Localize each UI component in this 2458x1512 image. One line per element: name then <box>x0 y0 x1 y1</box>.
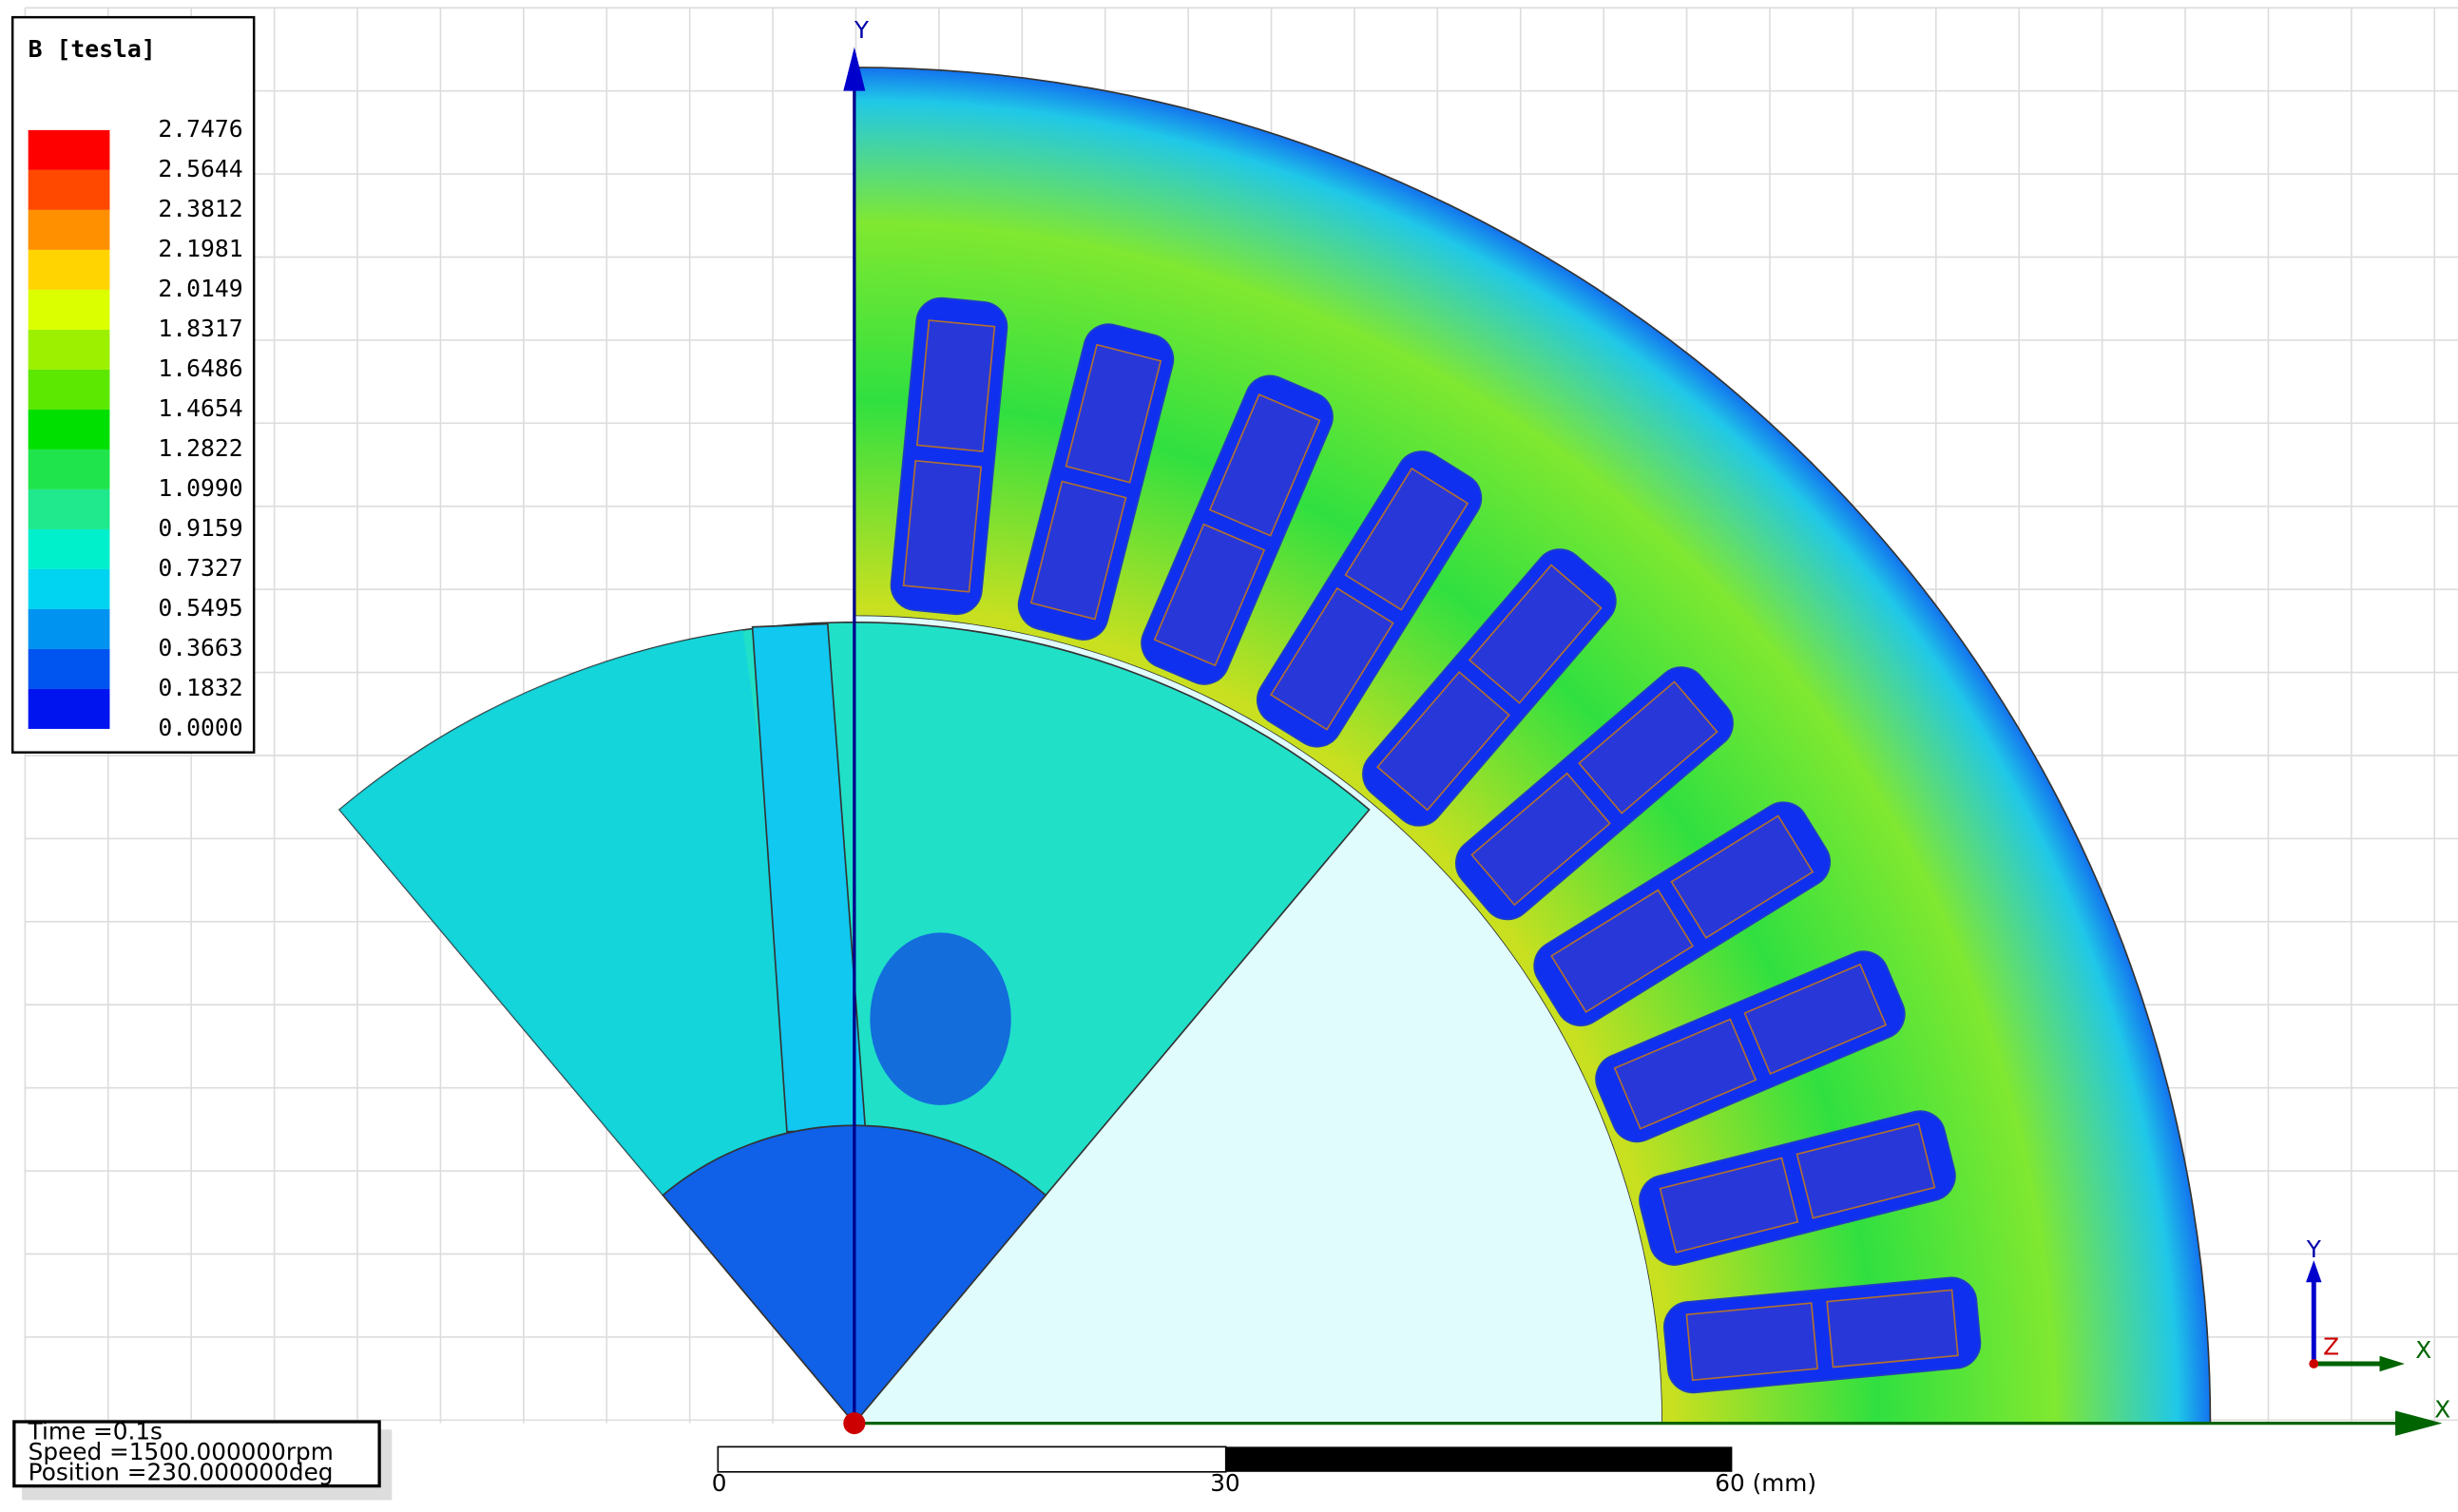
legend-swatch <box>28 488 110 529</box>
coil <box>1743 963 1888 1076</box>
x-label: X <box>2434 1395 2450 1423</box>
legend-value: 1.0990 <box>158 474 242 502</box>
slot <box>1017 323 1175 641</box>
coil <box>1670 814 1815 939</box>
coil <box>1685 1302 1819 1382</box>
coil <box>915 319 996 452</box>
legend-value: 2.5644 <box>158 155 242 182</box>
legend-value: 0.7327 <box>158 554 242 582</box>
coil <box>1659 1157 1799 1254</box>
legend-value: 1.8317 <box>158 315 242 342</box>
legend-value: 2.0149 <box>158 275 242 302</box>
legend-swatch <box>28 129 110 170</box>
legend-swatch <box>28 209 110 250</box>
scale-bar: 0 30 60 (mm) <box>712 1445 1816 1497</box>
scale-black <box>1225 1446 1733 1472</box>
slot <box>1533 801 1832 1026</box>
info-line: Position =230.000000deg <box>29 1458 334 1485</box>
slot <box>890 297 1008 616</box>
scale-white <box>717 1445 1227 1473</box>
coil <box>1826 1289 1959 1368</box>
coil <box>1550 889 1694 1013</box>
legend-title: B [tesla] <box>29 35 156 63</box>
legend-value: 0.1832 <box>158 674 242 701</box>
legend-value: 0.9159 <box>158 514 242 542</box>
legend-swatch <box>28 409 110 450</box>
triad-x-label: X <box>2415 1336 2431 1364</box>
coil <box>1470 772 1611 907</box>
slot <box>1141 374 1334 685</box>
coil <box>1344 467 1469 611</box>
info-line: Time =0.1s <box>28 1418 163 1445</box>
legend-swatch <box>28 289 110 330</box>
coil <box>1208 393 1321 537</box>
coil <box>1578 680 1719 814</box>
y-label: Y <box>854 16 870 44</box>
coil <box>1065 343 1162 484</box>
legend-swatch <box>28 568 110 609</box>
triad-y-label: Y <box>2306 1235 2322 1263</box>
legend-value: 2.3812 <box>158 195 242 222</box>
legend-swatch <box>28 169 110 210</box>
coil <box>1153 523 1266 667</box>
legend-value: 0.0000 <box>158 714 242 741</box>
coil <box>902 459 983 593</box>
slot <box>1595 950 1906 1143</box>
scale-label: 30 <box>1210 1469 1239 1497</box>
legend-swatch <box>28 648 110 689</box>
slot <box>1663 1276 1982 1394</box>
axis-triad: Y X Y X Z <box>843 16 2450 1436</box>
info-line: Speed =1500.000000rpm <box>29 1438 334 1465</box>
legend-swatch <box>28 249 110 290</box>
coil <box>1468 564 1603 704</box>
triad-y-arrow <box>2306 1260 2322 1283</box>
legend-value: 1.6486 <box>158 354 242 382</box>
legend-value: 1.4654 <box>158 394 242 422</box>
coil <box>1795 1122 1936 1219</box>
info-frame <box>12 1420 381 1488</box>
model <box>337 67 2212 1425</box>
coil <box>1269 586 1394 731</box>
scale-label: 60 (mm) <box>1715 1469 1816 1497</box>
slot <box>1454 666 1734 921</box>
legend-value: 1.2822 <box>158 434 242 462</box>
legend-value: 0.3663 <box>158 634 242 661</box>
coil <box>1029 480 1127 621</box>
coil <box>1613 1018 1757 1130</box>
slot <box>1639 1110 1956 1266</box>
slot <box>1362 548 1617 827</box>
triad-z-label: Z <box>2323 1332 2339 1360</box>
info-box: Time =0.1s Speed =1500.000000rpm Positio… <box>12 1418 393 1501</box>
legend-swatch <box>28 608 110 649</box>
flux-spot <box>870 932 1011 1105</box>
legend-value: 2.7476 <box>158 115 242 143</box>
y-arrow <box>843 47 866 91</box>
legend-swatch <box>28 528 110 569</box>
legend-value: 0.5495 <box>158 594 242 622</box>
origin <box>843 1412 866 1435</box>
triad-z <box>2309 1359 2319 1368</box>
legend-swatch <box>28 329 110 370</box>
legend-swatch <box>28 688 110 729</box>
scale-label: 0 <box>712 1469 727 1497</box>
coil <box>1376 670 1510 812</box>
legend: B [tesla] 2.7476 2.5644 2.3812 2.1981 2.0149… <box>10 15 256 754</box>
legend-swatch <box>28 449 110 489</box>
triad-x-arrow <box>2379 1355 2405 1372</box>
legend-value: 2.1981 <box>158 235 242 262</box>
x-arrow <box>2395 1410 2443 1436</box>
slot <box>1256 450 1483 748</box>
legend-swatch <box>28 369 110 410</box>
